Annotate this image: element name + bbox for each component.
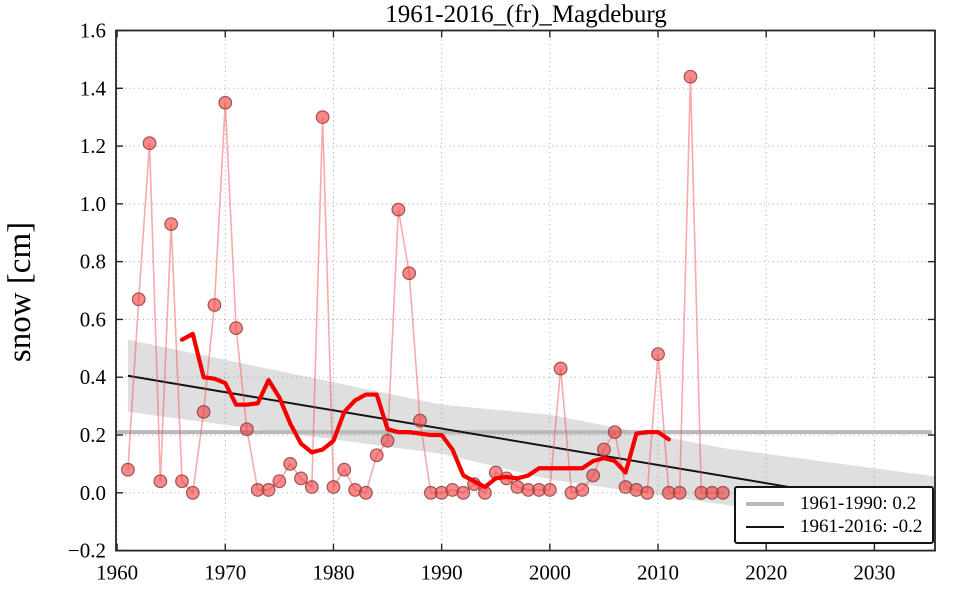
data-point bbox=[553, 361, 568, 376]
data-point bbox=[304, 480, 319, 494]
data-point bbox=[261, 483, 276, 497]
x-tick-label: 2010 bbox=[637, 561, 679, 585]
data-point bbox=[369, 448, 384, 463]
y-tick-label: 0.4 bbox=[80, 365, 107, 389]
data-point bbox=[207, 298, 222, 312]
data-point bbox=[607, 425, 622, 440]
confidence-band bbox=[127, 339, 935, 544]
data-point bbox=[229, 321, 243, 336]
data-point bbox=[597, 442, 611, 457]
legend-item-trend: 1961-2016: -0.2 bbox=[746, 517, 922, 536]
data-point bbox=[542, 483, 557, 497]
data-point bbox=[142, 136, 157, 151]
data-point bbox=[121, 462, 135, 477]
x-tick-label: 2020 bbox=[745, 561, 787, 585]
y-tick-label: 1.0 bbox=[80, 192, 106, 216]
data-point bbox=[359, 485, 373, 500]
data-point bbox=[575, 483, 590, 497]
x-tick-label: 1970 bbox=[204, 561, 246, 585]
legend: 1961-1990: 0.2 1961-2016: -0.2 bbox=[734, 486, 934, 544]
confidence-band-area bbox=[127, 339, 935, 544]
legend-label-trend: 1961-2016: -0.2 bbox=[800, 516, 923, 537]
data-point bbox=[272, 474, 287, 489]
y-tick-label: 0.0 bbox=[80, 481, 106, 505]
x-tick-label: 1990 bbox=[421, 561, 463, 585]
data-point bbox=[456, 485, 471, 500]
legend-line-sample-black bbox=[746, 525, 784, 528]
y-tick-label: 0.8 bbox=[80, 250, 106, 274]
y-tick-label: 1.4 bbox=[80, 76, 107, 100]
data-point bbox=[683, 69, 698, 84]
annual-values-polyline bbox=[127, 76, 723, 495]
x-tick-label: 2030 bbox=[853, 561, 895, 585]
data-point bbox=[391, 202, 406, 217]
data-point bbox=[672, 485, 687, 500]
legend-label-reference: 1961-1990: 0.2 bbox=[800, 493, 917, 514]
data-point bbox=[716, 485, 730, 500]
data-point bbox=[131, 292, 146, 307]
y-axis-label: snow [cm] bbox=[2, 222, 38, 362]
x-tick-label: 1980 bbox=[312, 561, 354, 585]
data-point bbox=[402, 266, 417, 281]
y-tick-labels: −0.2 0.0 0.2 0.4 0.6 0.8 1.0 1.2 1.4 1.6 bbox=[68, 19, 107, 563]
legend-line-sample-gray bbox=[746, 501, 784, 506]
axes-frame bbox=[115, 29, 936, 552]
running-mean-polyline bbox=[179, 331, 671, 490]
legend-item-reference: 1961-1990: 0.2 bbox=[746, 494, 922, 513]
x-tick-label: 2000 bbox=[529, 561, 571, 585]
data-point bbox=[283, 457, 298, 471]
data-point bbox=[153, 474, 168, 489]
data-point bbox=[413, 413, 427, 428]
annual-series-line bbox=[127, 76, 723, 495]
data-point bbox=[337, 462, 352, 477]
x-tick-label: 1960 bbox=[96, 561, 138, 585]
data-point bbox=[326, 480, 341, 494]
data-point bbox=[586, 468, 601, 483]
data-point bbox=[185, 485, 200, 500]
y-tick-label: 0.6 bbox=[80, 307, 106, 331]
x-tick-labels: 1960 1970 1980 1990 2000 2010 2020 2030 bbox=[96, 561, 895, 585]
data-point bbox=[315, 110, 330, 125]
data-point bbox=[175, 474, 189, 489]
data-point bbox=[196, 405, 211, 419]
data-point bbox=[294, 471, 308, 486]
chart-title: 1961-2016_(fr)_Magdeburg bbox=[385, 1, 667, 28]
y-tick-label: 1.6 bbox=[80, 19, 106, 43]
y-tick-label: −0.2 bbox=[68, 539, 106, 563]
y-tick-label: 1.2 bbox=[80, 134, 106, 158]
annual-series-markers bbox=[121, 69, 730, 500]
plot-border bbox=[115, 29, 936, 552]
data-point bbox=[651, 347, 665, 362]
data-point bbox=[164, 217, 179, 231]
data-point bbox=[240, 422, 254, 437]
running-mean-line bbox=[179, 331, 671, 490]
data-point bbox=[218, 95, 233, 110]
data-point bbox=[640, 485, 655, 500]
y-tick-label: 0.2 bbox=[80, 423, 106, 447]
data-point bbox=[380, 433, 395, 448]
